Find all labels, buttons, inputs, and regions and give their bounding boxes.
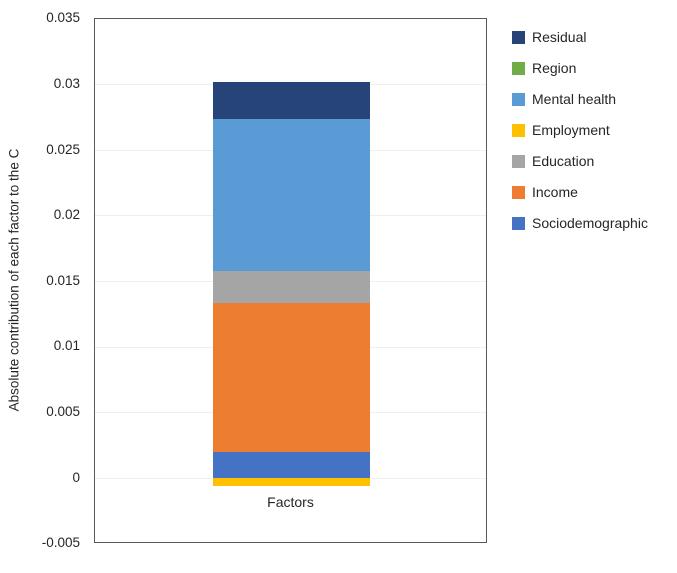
legend-label: Education [532,153,595,169]
sociodemographic-swatch-icon [512,216,525,230]
y-tick-label: 0.015 [46,273,80,288]
legend-item-education: Education [512,153,648,169]
legend-item-region: Region [512,60,648,76]
mental-health-swatch-icon [512,92,525,106]
residual-swatch-icon [512,30,525,44]
bar-segment-education [213,271,370,303]
x-category-label: Factors [267,494,314,510]
legend-item-sociodemographic: Sociodemographic [512,215,648,231]
legend-item-residual: Residual [512,29,648,45]
region-swatch-icon [512,61,525,75]
legend: Residual Region Mental health Employment… [512,29,648,246]
y-tick-label: 0.01 [53,338,80,353]
legend-item-employment: Employment [512,122,648,138]
y-tick-label: 0.03 [53,76,80,91]
plot-area [94,18,487,543]
bar-segment-income [213,302,370,453]
y-tick-label: -0.005 [41,535,80,550]
y-tick-label: 0.005 [46,404,80,419]
y-tick-label: 0.035 [46,10,80,25]
education-swatch-icon [512,154,525,168]
y-tick-label: 0.025 [46,142,80,157]
employment-swatch-icon [512,123,525,137]
y-axis-title: Absolute contribution of each factor to … [6,148,22,412]
legend-label: Residual [532,29,587,45]
legend-label: Region [532,60,577,76]
bar-segment-mental-health [213,118,370,271]
y-tick-label: 0.02 [53,207,80,222]
bar-segment-residual [213,82,370,119]
legend-label: Sociodemographic [532,215,648,231]
income-swatch-icon [512,185,525,199]
legend-label: Income [532,184,578,200]
bar-segment-employment [213,478,370,487]
bar-segment-sociodemographic [213,452,370,479]
legend-item-income: Income [512,184,648,200]
y-tick-label: 0 [72,470,80,485]
legend-label: Mental health [532,91,617,107]
legend-label: Employment [532,122,610,138]
legend-item-mental-health: Mental health [512,91,648,107]
